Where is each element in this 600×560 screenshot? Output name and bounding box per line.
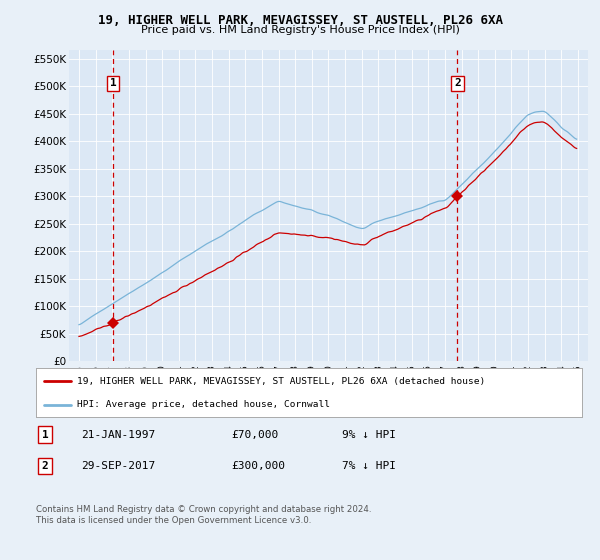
Text: 1: 1 xyxy=(41,430,49,440)
Text: £300,000: £300,000 xyxy=(231,461,285,471)
Text: 19, HIGHER WELL PARK, MEVAGISSEY, ST AUSTELL, PL26 6XA: 19, HIGHER WELL PARK, MEVAGISSEY, ST AUS… xyxy=(97,14,503,27)
Text: 2: 2 xyxy=(454,78,461,88)
Text: 21-JAN-1997: 21-JAN-1997 xyxy=(81,430,155,440)
Text: 9% ↓ HPI: 9% ↓ HPI xyxy=(342,430,396,440)
Text: 2: 2 xyxy=(41,461,49,471)
Text: £70,000: £70,000 xyxy=(231,430,278,440)
Text: HPI: Average price, detached house, Cornwall: HPI: Average price, detached house, Corn… xyxy=(77,400,330,409)
Text: Contains HM Land Registry data © Crown copyright and database right 2024.
This d: Contains HM Land Registry data © Crown c… xyxy=(36,505,371,525)
Text: 1: 1 xyxy=(110,78,116,88)
Text: Price paid vs. HM Land Registry's House Price Index (HPI): Price paid vs. HM Land Registry's House … xyxy=(140,25,460,35)
Text: 7% ↓ HPI: 7% ↓ HPI xyxy=(342,461,396,471)
Text: 29-SEP-2017: 29-SEP-2017 xyxy=(81,461,155,471)
Text: 19, HIGHER WELL PARK, MEVAGISSEY, ST AUSTELL, PL26 6XA (detached house): 19, HIGHER WELL PARK, MEVAGISSEY, ST AUS… xyxy=(77,377,485,386)
